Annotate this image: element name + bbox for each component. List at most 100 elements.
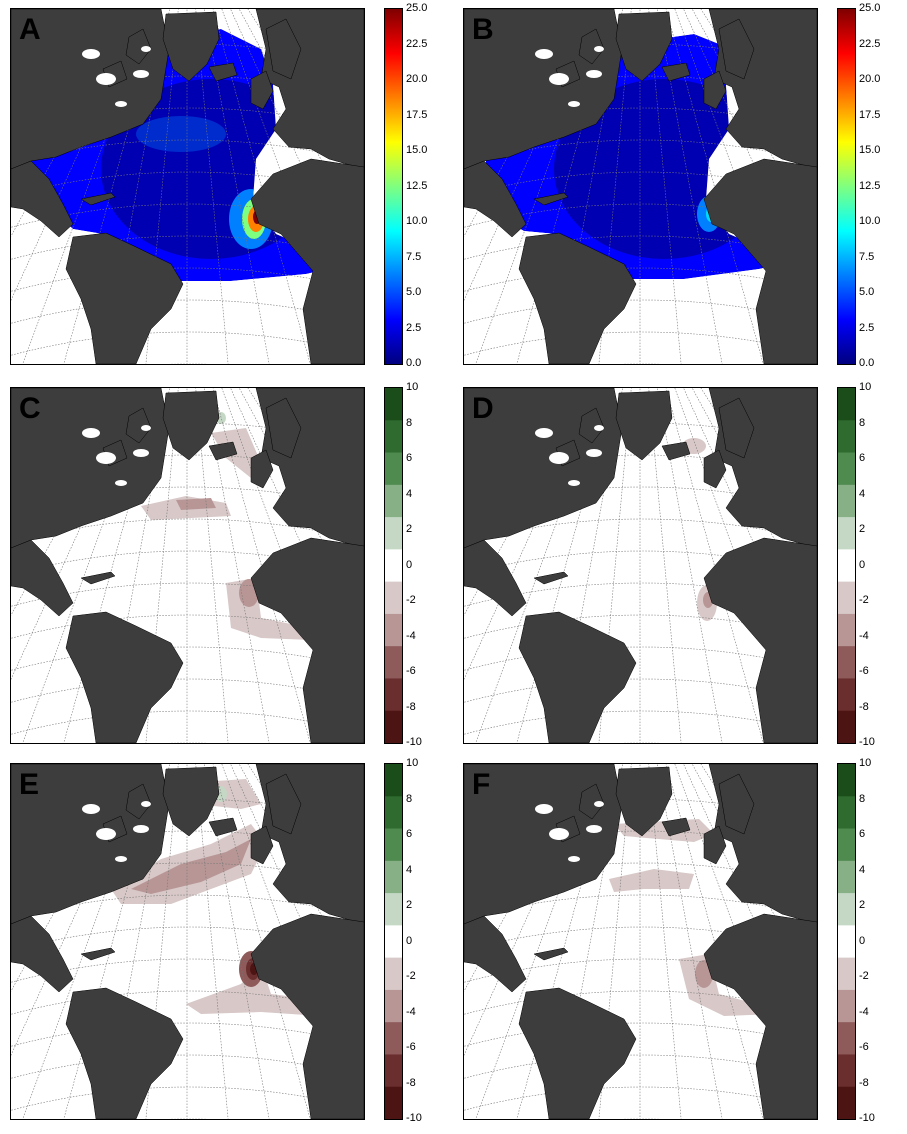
land-mexico <box>11 160 74 238</box>
colorbar-segment <box>385 678 402 712</box>
land-mexico <box>464 160 527 238</box>
colorbar-tick-label: 10 <box>406 757 419 769</box>
land-iceland <box>661 62 691 82</box>
colorbar-segment <box>385 581 402 615</box>
land-iceland <box>661 441 691 461</box>
colorbar-tick-label: 2 <box>859 523 866 535</box>
colorbar-tick-label: 7.5 <box>406 250 422 263</box>
map-canvas <box>11 764 364 1119</box>
colorbar-segment <box>838 957 855 991</box>
colorbar-tick-label: 6 <box>859 828 866 840</box>
colorbar <box>837 387 856 744</box>
colorbar-tick-label: -10 <box>859 736 875 748</box>
colorbar-tick-label: 17.5 <box>406 108 428 121</box>
land-samerica <box>518 611 637 743</box>
colorbar-tick-label: -8 <box>859 700 869 713</box>
colorbar-tick-label: -2 <box>859 970 869 982</box>
colorbar-tick-label: 10.0 <box>859 215 881 227</box>
colorbar-segment <box>385 828 402 862</box>
land-samerica <box>518 987 637 1119</box>
panel-label: F <box>472 768 491 801</box>
colorbar-segment <box>838 484 855 518</box>
colorbar-segment <box>838 613 855 647</box>
colorbar-tick-label: 25.0 <box>406 2 428 14</box>
colorbar-tick-label: 25.0 <box>859 2 881 14</box>
colorbar-segment <box>838 989 855 1023</box>
land-uk <box>250 70 274 110</box>
lakes <box>82 801 151 862</box>
colorbar <box>384 8 403 365</box>
lakes <box>82 46 151 107</box>
land-cuba <box>533 571 569 585</box>
colorbar-segment <box>838 646 855 679</box>
colorbar-segment <box>385 484 402 518</box>
land-masses <box>464 764 817 1119</box>
colorbar-segment <box>838 925 855 959</box>
colorbar-tick-label: 2 <box>406 899 413 911</box>
colorbar-canvas <box>838 388 855 743</box>
map-canvas <box>464 764 817 1119</box>
colorbar-segment <box>385 452 402 486</box>
land-uk <box>250 825 274 865</box>
land-scandinavia <box>718 773 755 835</box>
colorbar-segment <box>385 549 402 583</box>
colorbar-segment <box>385 957 402 991</box>
colorbar-segment <box>838 860 855 894</box>
colorbar-tick-label: 5.0 <box>859 286 875 298</box>
colorbar-tick-label: 22.5 <box>406 37 428 50</box>
panel-label: A <box>19 13 41 46</box>
land-africa <box>250 158 364 364</box>
panel-label: B <box>472 13 494 46</box>
map-frame: A <box>10 8 365 365</box>
colorbar-segment <box>385 388 402 421</box>
colorbar-tick-label: 0.0 <box>859 357 875 369</box>
colorbar-tick-label: 10 <box>859 381 872 393</box>
land-iceland <box>661 817 691 837</box>
land-uk <box>703 449 727 489</box>
map-canvas <box>11 9 364 364</box>
colorbar-segment <box>385 989 402 1023</box>
colorbar-segment <box>838 893 855 926</box>
lakes <box>535 425 604 486</box>
colorbar-segment <box>385 420 402 454</box>
colorbar-tick-label: 0.0 <box>406 357 422 369</box>
colorbar-segment <box>385 1022 402 1055</box>
map-canvas <box>464 388 817 743</box>
anomaly-subpolar-core <box>176 498 216 510</box>
lakes <box>82 425 151 486</box>
land-masses <box>11 388 364 743</box>
colorbar-canvas <box>385 9 402 364</box>
colorbar-tick-label: -6 <box>859 1041 869 1053</box>
colorbar-tick-label: 6 <box>406 452 413 464</box>
land-scandinavia <box>718 18 755 80</box>
land-iceland <box>208 62 238 82</box>
anomaly-subpolar <box>609 869 694 892</box>
colorbar-tick-label: 0 <box>859 558 866 571</box>
colorbar-segment <box>385 1054 402 1088</box>
land-scandinavia <box>265 18 302 80</box>
colorbar-tick-label: 5.0 <box>406 286 422 298</box>
colorbar-tick-label: 17.5 <box>859 108 881 121</box>
colorbar-segment <box>838 388 855 421</box>
colorbar-tick-label: 8 <box>406 416 413 429</box>
colorbar-tick-label: 0 <box>859 934 866 947</box>
land-mexico <box>11 915 74 993</box>
land-mexico <box>464 915 527 993</box>
colorbar-segment <box>838 1086 855 1119</box>
colorbar-tick-label: 10.0 <box>406 215 428 227</box>
colorbar-canvas <box>385 388 402 743</box>
colorbar-tick-label: 2.5 <box>406 321 422 334</box>
colorbar-canvas <box>385 764 402 1119</box>
land-africa <box>703 158 817 364</box>
colorbar-tick-label: 0 <box>406 558 413 571</box>
land-samerica <box>65 611 184 743</box>
colorbar-segment <box>838 1054 855 1088</box>
colorbar-tick-label: 22.5 <box>859 37 881 50</box>
map-canvas <box>464 9 817 364</box>
colorbar-tick-label: 8 <box>406 792 413 805</box>
colorbar-tick-label: 10 <box>406 381 419 393</box>
colorbar-gradient <box>838 9 855 364</box>
land-uk <box>703 70 727 110</box>
lakes <box>535 801 604 862</box>
land-uk <box>250 449 274 489</box>
